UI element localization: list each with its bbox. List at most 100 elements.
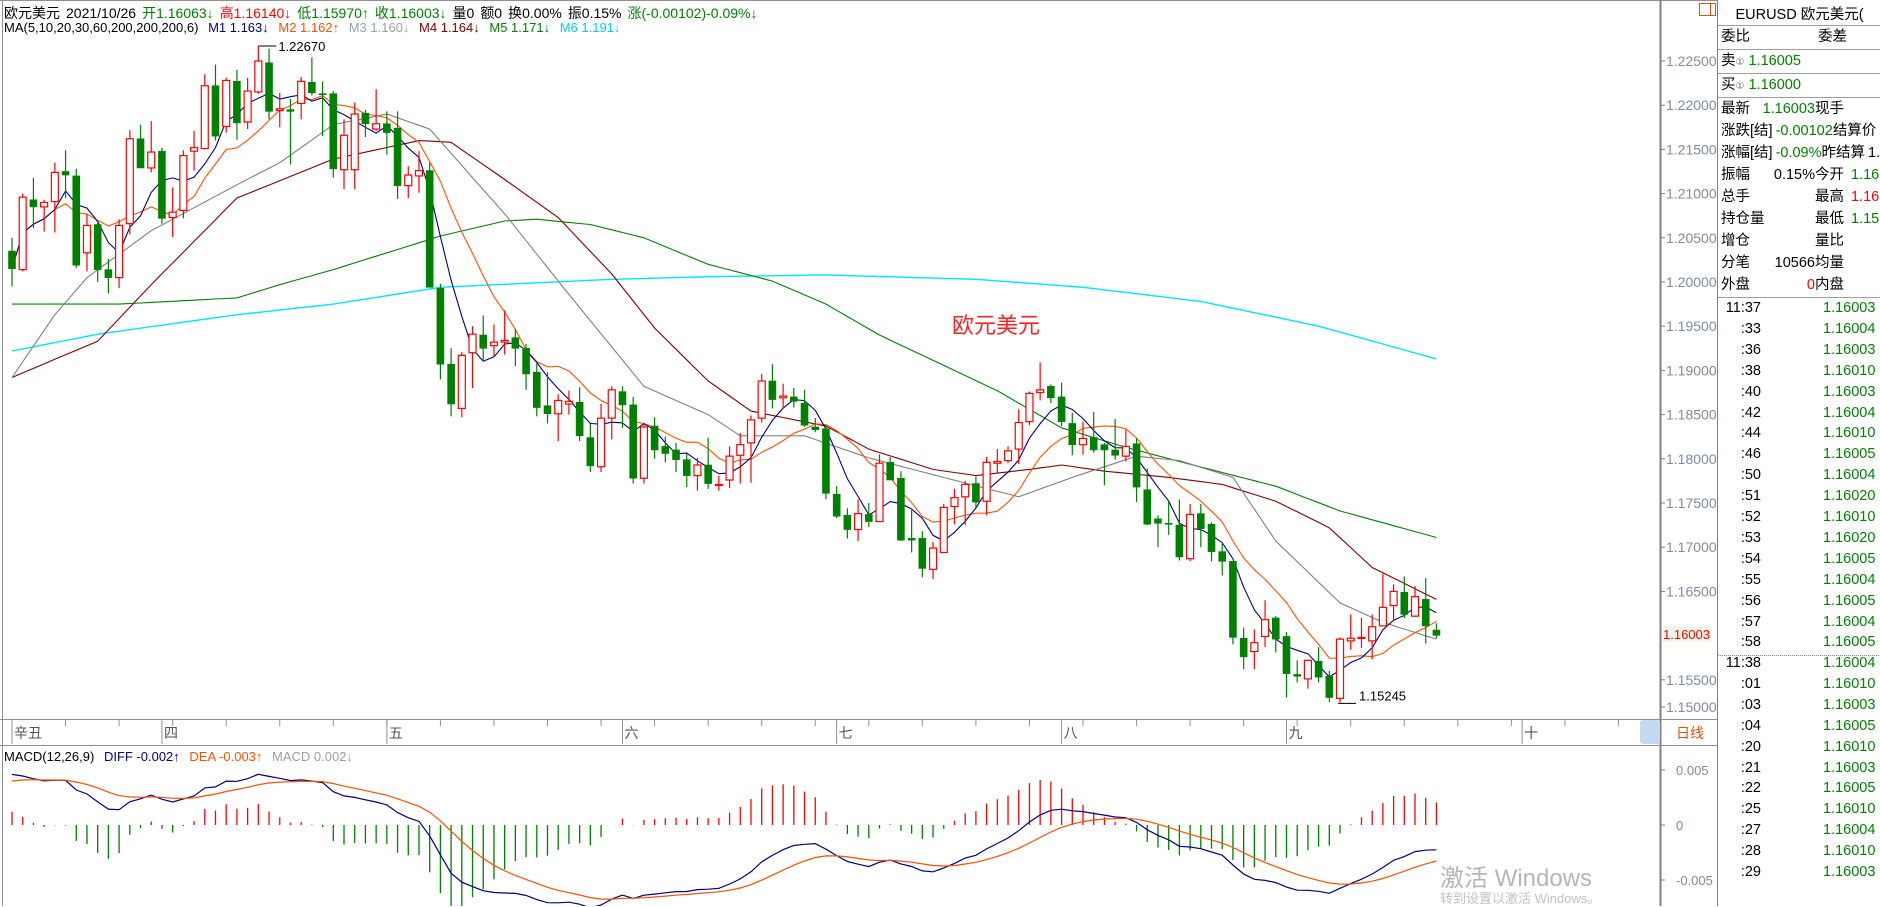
candle bbox=[72, 168, 81, 268]
candle bbox=[468, 326, 477, 389]
candle-body bbox=[404, 174, 413, 187]
candle-body bbox=[543, 405, 552, 415]
tick-price: 1.16010 bbox=[1823, 675, 1876, 692]
candle bbox=[457, 351, 466, 418]
tick-row: :29 1.16003 bbox=[1718, 862, 1880, 883]
candle-body bbox=[1260, 619, 1270, 638]
candle bbox=[125, 129, 134, 235]
stat-row: 分笔 10566 均量 bbox=[1721, 252, 1880, 274]
candle-body bbox=[972, 483, 980, 503]
candle bbox=[1250, 629, 1259, 670]
candle-body bbox=[725, 455, 734, 481]
candle bbox=[436, 283, 445, 380]
tick-time: :57 bbox=[1740, 613, 1761, 630]
candle-body bbox=[168, 211, 177, 219]
candle bbox=[704, 437, 712, 489]
price-tick-label: 1.22500 bbox=[1666, 53, 1717, 69]
last-price-marker: 1.16003 bbox=[1662, 627, 1711, 642]
volume-value: 量0 bbox=[452, 5, 475, 21]
candle bbox=[768, 364, 777, 409]
ma-legend-m5: M5 1.171↓ bbox=[489, 20, 551, 35]
candle-body bbox=[82, 224, 92, 254]
time-axis-label: 辛丑 bbox=[14, 725, 42, 741]
candle bbox=[961, 480, 970, 526]
open-value: 开1.16063↓ bbox=[142, 5, 214, 21]
kline-chart[interactable]: 1.22500 1.22000 1.21500 1.21000 1.20500 1.200… bbox=[0, 0, 1717, 906]
candle-body bbox=[104, 269, 113, 278]
candle bbox=[1068, 412, 1077, 456]
candle-body bbox=[489, 341, 499, 347]
candle bbox=[425, 162, 434, 288]
tick-price: 1.16004 bbox=[1823, 822, 1876, 839]
candle-body bbox=[554, 399, 563, 415]
candle bbox=[1293, 660, 1301, 683]
tick-row: :20 1.16010 bbox=[1718, 737, 1880, 758]
candle bbox=[211, 64, 220, 141]
stat-label: 涨跌[结] bbox=[1721, 123, 1773, 139]
tick-row: :22 1.16005 bbox=[1718, 778, 1880, 799]
stat-row: 持仓量 最低 1.15 bbox=[1721, 208, 1880, 230]
tick-row: :52 1.16010 bbox=[1718, 507, 1880, 528]
candle-body bbox=[1207, 523, 1216, 552]
candle bbox=[693, 457, 702, 491]
tick-row: :44 1.16010 bbox=[1718, 423, 1880, 444]
candle bbox=[918, 531, 927, 578]
tick-time: :42 bbox=[1740, 404, 1761, 421]
stat-value: 1.16 bbox=[1851, 189, 1880, 205]
stat-label: 最低 bbox=[1815, 211, 1844, 227]
candle-body bbox=[8, 250, 16, 270]
tick-price: 1.16005 bbox=[1823, 550, 1876, 567]
ma-line-ma60 bbox=[12, 218, 1437, 539]
amount-value: 额0 bbox=[480, 5, 503, 21]
candle-body bbox=[961, 483, 970, 498]
tick-time: 11:38 bbox=[1725, 655, 1761, 671]
candle bbox=[897, 471, 905, 542]
panel-title: EURUSD 欧元美元( bbox=[1735, 7, 1864, 23]
candle bbox=[939, 503, 948, 554]
candle-body bbox=[158, 150, 166, 219]
candle bbox=[1132, 438, 1141, 503]
candle bbox=[147, 121, 156, 173]
window-layout-icon[interactable] bbox=[1699, 3, 1716, 16]
candle-body bbox=[1389, 590, 1398, 607]
price-tick-label: 1.18000 bbox=[1666, 451, 1717, 467]
candle bbox=[233, 69, 241, 140]
candle-body bbox=[200, 85, 209, 150]
candle bbox=[853, 499, 863, 542]
candle-body bbox=[1078, 437, 1088, 446]
candle bbox=[1111, 419, 1119, 460]
scrollbar-thumb[interactable] bbox=[1640, 720, 1660, 744]
candle bbox=[672, 442, 680, 473]
candle bbox=[1164, 501, 1173, 535]
candle bbox=[1047, 384, 1055, 404]
candle bbox=[114, 219, 124, 289]
candle bbox=[596, 403, 606, 473]
candle bbox=[82, 213, 92, 272]
candle bbox=[200, 74, 209, 150]
candle bbox=[350, 102, 359, 190]
candle bbox=[982, 457, 991, 516]
candle bbox=[158, 147, 166, 224]
stat-value: 1.15 bbox=[1851, 211, 1880, 227]
candle-body bbox=[1100, 444, 1109, 451]
tick-row: :21 1.16003 bbox=[1718, 758, 1880, 779]
candle-body bbox=[1303, 659, 1313, 680]
macd-tick-label: 0.005 bbox=[1676, 763, 1709, 778]
tick-time: :51 bbox=[1740, 488, 1761, 505]
period-daily-button[interactable]: 日线 bbox=[1676, 725, 1704, 741]
candle-body bbox=[254, 60, 263, 93]
candle bbox=[286, 99, 295, 165]
candle bbox=[907, 510, 916, 553]
candle-body bbox=[693, 464, 702, 477]
candle-body bbox=[1368, 626, 1377, 642]
tick-row: :56 1.16005 bbox=[1718, 591, 1880, 612]
ma-line-ma5 bbox=[11, 92, 1437, 678]
candle bbox=[339, 119, 349, 190]
low-value: 低1.15970↑ bbox=[297, 5, 369, 21]
candle bbox=[650, 417, 659, 459]
candle-body bbox=[564, 400, 574, 405]
candle-body bbox=[639, 426, 648, 479]
candle bbox=[361, 109, 370, 138]
candle bbox=[1143, 468, 1152, 526]
tick-price: 1.16004 bbox=[1823, 467, 1876, 484]
